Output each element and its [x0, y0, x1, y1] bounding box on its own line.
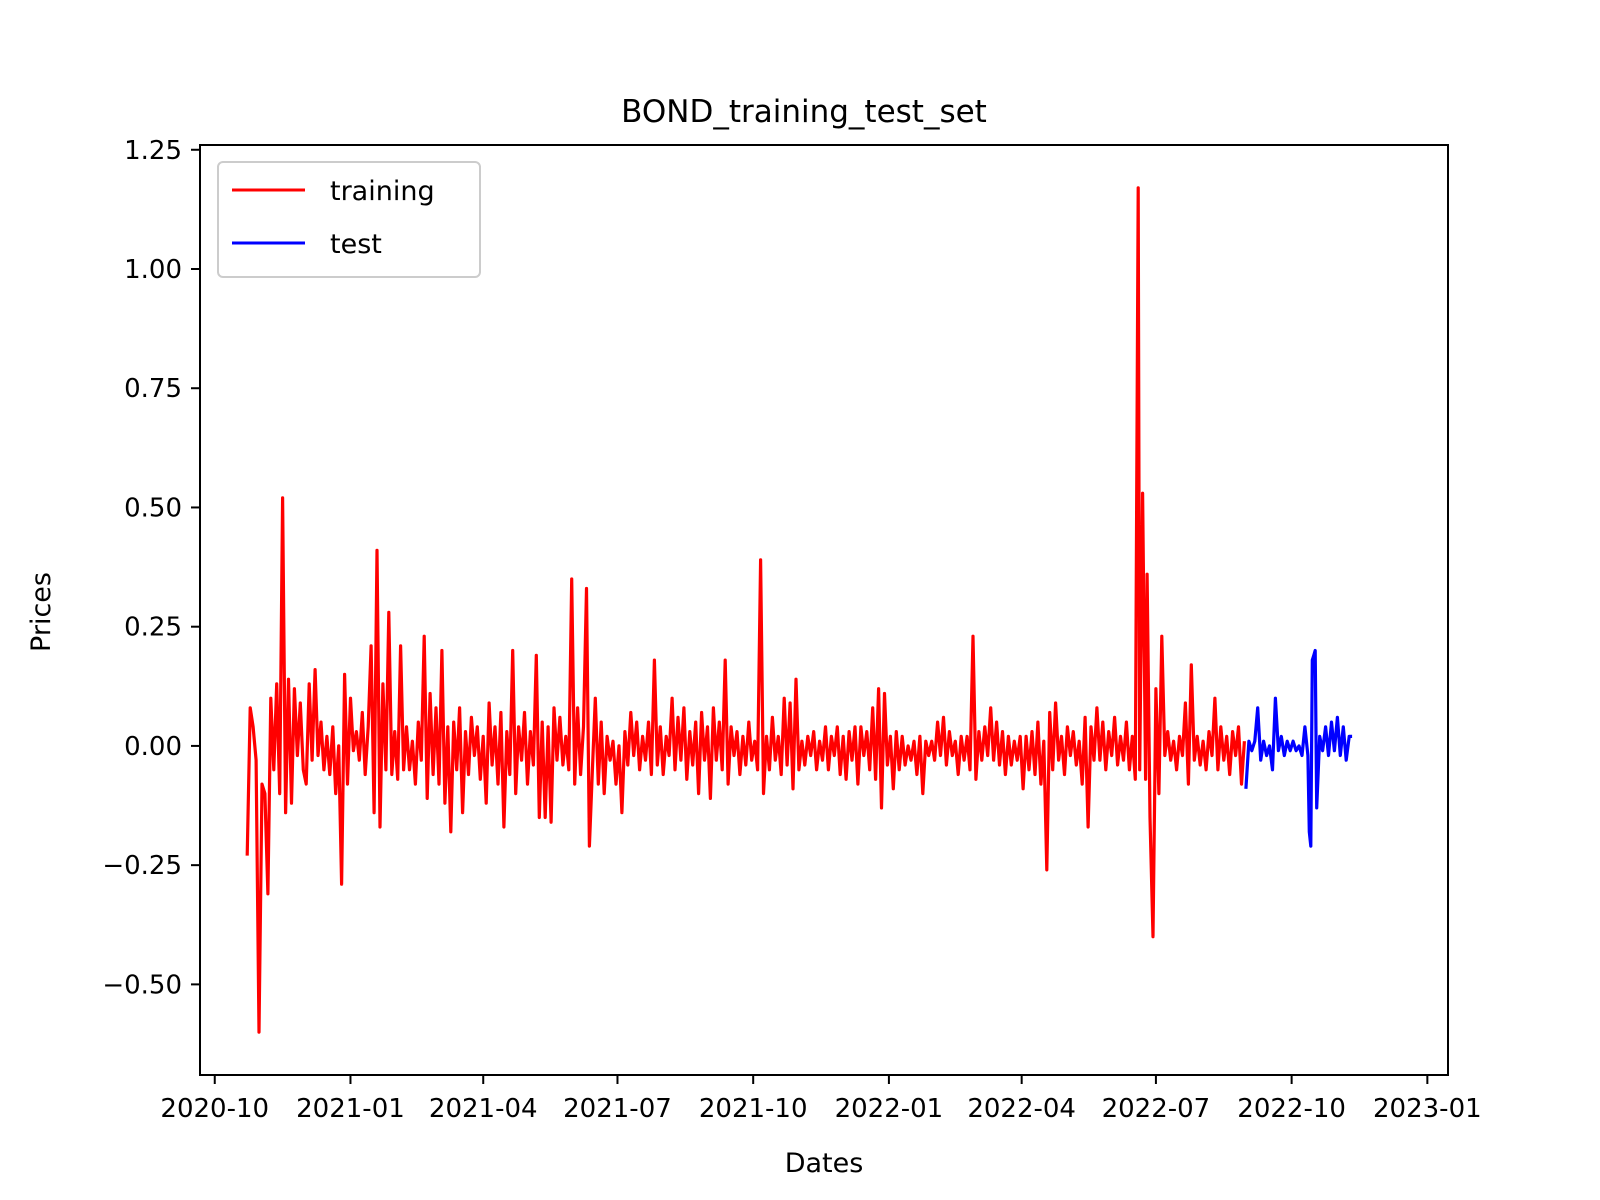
y-tick-label: 1.25: [124, 136, 182, 166]
series-line-training: [245, 186, 1246, 1034]
y-tick-label: 1.00: [124, 255, 182, 285]
x-tick-label: 2020-10: [160, 1094, 269, 1124]
legend-label-test: test: [330, 229, 382, 260]
y-tick-label: 0.50: [124, 493, 182, 523]
x-tick-label: 2021-04: [429, 1094, 538, 1124]
y-tick-label: 0.75: [124, 374, 182, 404]
x-tick-label: 2022-10: [1237, 1094, 1346, 1124]
x-tick-label: 2022-07: [1102, 1094, 1211, 1124]
x-tick-label: 2021-07: [563, 1094, 672, 1124]
x-tick-label: 2022-01: [835, 1094, 944, 1124]
legend: training test: [217, 161, 481, 278]
y-tick-label: −0.25: [102, 851, 182, 881]
y-tick-label: 0.25: [124, 613, 182, 643]
y-tick-label: 0.00: [124, 732, 182, 762]
series-line-test: [1244, 648, 1353, 848]
x-tick-label: 2022-04: [967, 1094, 1076, 1124]
x-axis: 2020-10 2021-01 2021-04 2021-07 2021-10 2022-…: [160, 1075, 1482, 1124]
series-layer: [245, 186, 1353, 1034]
x-axis-title: Dates: [785, 1148, 864, 1179]
x-tick-label: 2023-01: [1373, 1094, 1482, 1124]
x-tick-label: 2021-10: [699, 1094, 808, 1124]
y-axis-title: Prices: [26, 572, 57, 652]
plot-frame: [199, 144, 1449, 1076]
y-axis: −0.50 −0.25 0.00 0.25 0.50 0.75 1.00 1.25: [102, 136, 200, 1000]
chart-title: BOND_training_test_set: [621, 94, 987, 130]
y-tick-label: −0.50: [102, 970, 182, 1000]
x-tick-label: 2021-01: [296, 1094, 405, 1124]
legend-label-training: training: [330, 176, 435, 207]
